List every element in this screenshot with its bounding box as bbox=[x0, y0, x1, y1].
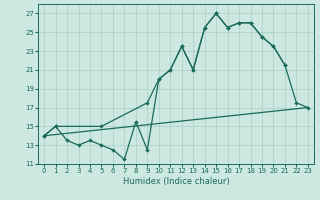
X-axis label: Humidex (Indice chaleur): Humidex (Indice chaleur) bbox=[123, 177, 229, 186]
